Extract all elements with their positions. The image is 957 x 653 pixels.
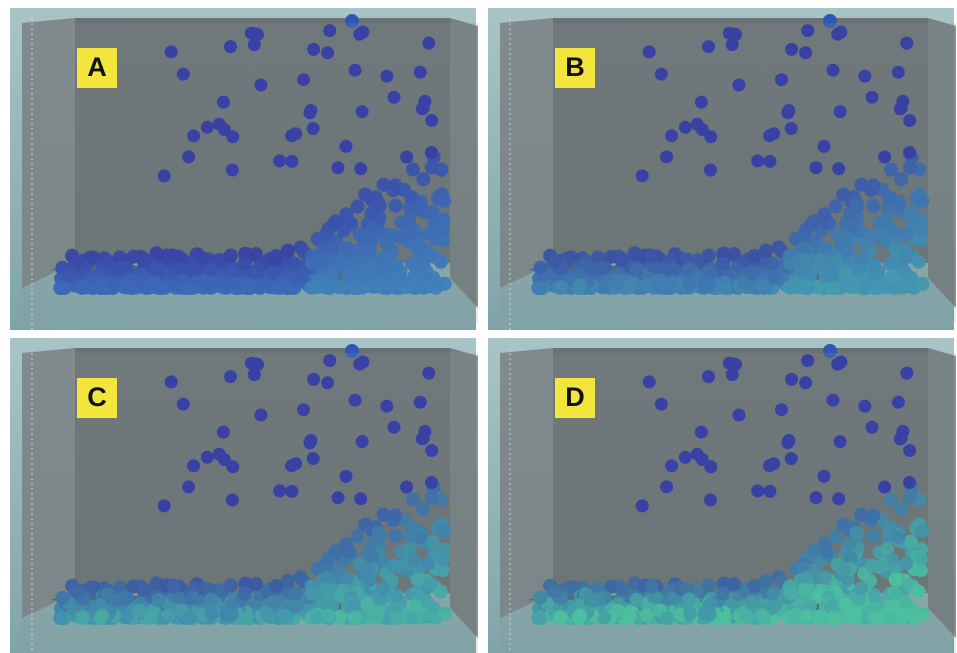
panel-label: B bbox=[565, 52, 585, 82]
panel: B bbox=[488, 8, 956, 330]
panel-label: A bbox=[87, 52, 107, 82]
panel: C bbox=[10, 338, 478, 653]
panel-label: D bbox=[565, 382, 585, 412]
page: {"panels": [{"label": "A"}, {"label": "B… bbox=[0, 0, 957, 653]
panel-label: C bbox=[87, 382, 107, 412]
figure: A B C D bbox=[0, 0, 957, 653]
panel: A bbox=[10, 8, 478, 330]
panel: D bbox=[488, 338, 956, 653]
